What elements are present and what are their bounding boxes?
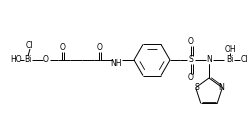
Text: O: O	[97, 44, 103, 52]
Text: OH: OH	[224, 45, 236, 54]
Text: S: S	[189, 56, 194, 65]
Text: NH: NH	[110, 60, 122, 68]
Text: Bi: Bi	[226, 56, 234, 65]
Text: Bi: Bi	[24, 56, 32, 65]
Text: N: N	[206, 56, 212, 65]
Text: S: S	[194, 83, 199, 92]
Text: Cl: Cl	[25, 41, 33, 51]
Text: N: N	[218, 83, 224, 92]
Text: Cl: Cl	[240, 56, 248, 65]
Text: O: O	[43, 56, 49, 65]
Text: HO: HO	[10, 56, 22, 65]
Text: O: O	[188, 38, 194, 46]
Text: O: O	[60, 44, 66, 52]
Text: O: O	[188, 73, 194, 83]
